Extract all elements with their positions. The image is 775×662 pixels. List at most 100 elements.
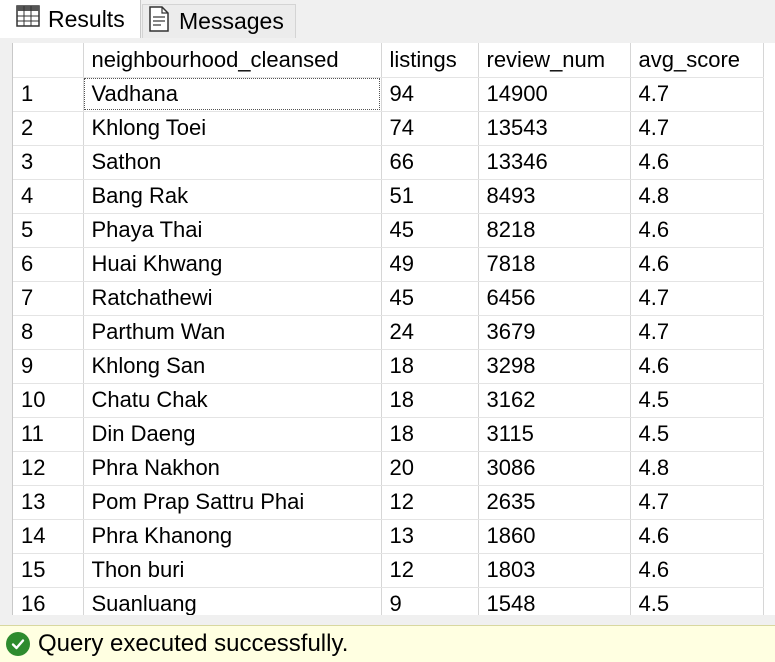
row-number-header[interactable] <box>13 43 84 78</box>
table-cell[interactable]: 18 <box>381 349 479 384</box>
table-row[interactable]: 11 Din Daeng 18 3115 4.5 <box>13 417 764 452</box>
table-cell[interactable]: Bang Rak <box>83 179 382 214</box>
table-cell[interactable]: 20 <box>381 451 479 486</box>
table-cell[interactable]: 4.6 <box>630 213 764 248</box>
table-cell[interactable]: 45 <box>381 213 479 248</box>
row-number-cell[interactable]: 9 <box>13 349 84 384</box>
table-row[interactable]: 3 Sathon 66 13346 4.6 <box>13 145 764 180</box>
table-cell[interactable]: Pom Prap Sattru Phai <box>83 485 382 520</box>
table-cell[interactable]: Phra Khanong <box>83 519 382 554</box>
table-cell[interactable]: 4.6 <box>630 519 764 554</box>
column-header[interactable]: review_num <box>478 43 631 78</box>
table-cell[interactable]: Parthum Wan <box>83 315 382 350</box>
table-cell[interactable]: 4.6 <box>630 145 764 180</box>
row-number-cell[interactable]: 6 <box>13 247 84 282</box>
table-cell[interactable]: 3115 <box>478 417 631 452</box>
table-cell[interactable]: 3162 <box>478 383 631 418</box>
table-cell[interactable]: 4.7 <box>630 111 764 146</box>
column-header[interactable]: avg_score <box>630 43 764 78</box>
table-cell[interactable]: Suanluang <box>83 587 382 615</box>
table-row[interactable]: 15 Thon buri 12 1803 4.6 <box>13 553 764 588</box>
table-cell[interactable]: Khlong San <box>83 349 382 384</box>
table-cell[interactable]: 66 <box>381 145 479 180</box>
row-number-cell[interactable]: 12 <box>13 451 84 486</box>
table-row[interactable]: 5 Phaya Thai 45 8218 4.6 <box>13 213 764 248</box>
table-cell[interactable]: 8493 <box>478 179 631 214</box>
table-row[interactable]: 6 Huai Khwang 49 7818 4.6 <box>13 247 764 282</box>
table-cell[interactable]: 4.7 <box>630 485 764 520</box>
table-row[interactable]: 13 Pom Prap Sattru Phai 12 2635 4.7 <box>13 485 764 520</box>
table-cell[interactable]: 8218 <box>478 213 631 248</box>
table-cell[interactable]: 14900 <box>478 77 631 112</box>
table-row[interactable]: 10 Chatu Chak 18 3162 4.5 <box>13 383 764 418</box>
row-number-cell[interactable]: 1 <box>13 77 84 112</box>
row-number-cell[interactable]: 13 <box>13 485 84 520</box>
table-cell[interactable]: 9 <box>381 587 479 615</box>
table-cell[interactable]: Phra Nakhon <box>83 451 382 486</box>
table-cell[interactable]: Khlong Toei <box>83 111 382 146</box>
table-cell[interactable]: 4.5 <box>630 587 764 615</box>
row-number-cell[interactable]: 15 <box>13 553 84 588</box>
table-cell[interactable]: 4.6 <box>630 553 764 588</box>
table-row[interactable]: 2 Khlong Toei 74 13543 4.7 <box>13 111 764 146</box>
table-cell[interactable]: 4.6 <box>630 349 764 384</box>
table-cell[interactable]: 3298 <box>478 349 631 384</box>
row-number-cell[interactable]: 11 <box>13 417 84 452</box>
row-number-cell[interactable]: 8 <box>13 315 84 350</box>
row-number-cell[interactable]: 10 <box>13 383 84 418</box>
row-number-cell[interactable]: 3 <box>13 145 84 180</box>
row-number-cell[interactable]: 7 <box>13 281 84 316</box>
table-cell[interactable]: 1548 <box>478 587 631 615</box>
table-cell[interactable]: 4.8 <box>630 179 764 214</box>
table-cell[interactable]: 1860 <box>478 519 631 554</box>
table-cell[interactable]: 18 <box>381 417 479 452</box>
table-cell[interactable]: 18 <box>381 383 479 418</box>
table-cell[interactable]: Thon buri <box>83 553 382 588</box>
table-cell[interactable]: 24 <box>381 315 479 350</box>
table-cell[interactable]: 2635 <box>478 485 631 520</box>
table-row[interactable]: 16 Suanluang 9 1548 4.5 <box>13 587 764 615</box>
row-number-cell[interactable]: 4 <box>13 179 84 214</box>
tab-messages[interactable]: Messages <box>142 4 296 38</box>
table-cell[interactable]: Din Daeng <box>83 417 382 452</box>
table-row[interactable]: 7 Ratchathewi 45 6456 4.7 <box>13 281 764 316</box>
table-cell[interactable]: 13346 <box>478 145 631 180</box>
table-cell[interactable]: Ratchathewi <box>83 281 382 316</box>
table-cell[interactable]: 12 <box>381 553 479 588</box>
row-number-cell[interactable]: 14 <box>13 519 84 554</box>
table-cell[interactable]: 4.5 <box>630 417 764 452</box>
table-cell[interactable]: 4.5 <box>630 383 764 418</box>
table-cell[interactable]: 12 <box>381 485 479 520</box>
column-header[interactable]: listings <box>381 43 479 78</box>
table-cell[interactable]: 49 <box>381 247 479 282</box>
table-cell[interactable]: 4.8 <box>630 451 764 486</box>
results-grid[interactable]: neighbourhood_cleansed listings review_num… <box>12 43 775 615</box>
table-row[interactable]: 4 Bang Rak 51 8493 4.8 <box>13 179 764 214</box>
table-cell[interactable]: 94 <box>381 77 479 112</box>
table-cell[interactable]: 7818 <box>478 247 631 282</box>
tab-results[interactable]: Results <box>0 0 141 38</box>
table-cell[interactable]: 4.7 <box>630 315 764 350</box>
table-cell[interactable]: Chatu Chak <box>83 383 382 418</box>
table-cell[interactable]: 51 <box>381 179 479 214</box>
table-cell[interactable]: Phaya Thai <box>83 213 382 248</box>
table-row[interactable]: 9 Khlong San 18 3298 4.6 <box>13 349 764 384</box>
table-cell[interactable]: 4.6 <box>630 247 764 282</box>
table-row[interactable]: 1 Vadhana 94 14900 4.7 <box>13 77 764 112</box>
table-cell[interactable]: 3086 <box>478 451 631 486</box>
table-cell[interactable]: Huai Khwang <box>83 247 382 282</box>
row-number-cell[interactable]: 2 <box>13 111 84 146</box>
table-cell[interactable]: Vadhana <box>83 77 382 112</box>
table-cell[interactable]: 45 <box>381 281 479 316</box>
table-cell[interactable]: 1803 <box>478 553 631 588</box>
table-cell[interactable]: Sathon <box>83 145 382 180</box>
table-cell[interactable]: 13543 <box>478 111 631 146</box>
row-number-cell[interactable]: 16 <box>13 587 84 615</box>
table-cell[interactable]: 74 <box>381 111 479 146</box>
table-cell[interactable]: 3679 <box>478 315 631 350</box>
table-cell[interactable]: 4.7 <box>630 77 764 112</box>
row-number-cell[interactable]: 5 <box>13 213 84 248</box>
column-header[interactable]: neighbourhood_cleansed <box>83 43 382 78</box>
table-cell[interactable]: 13 <box>381 519 479 554</box>
table-cell[interactable]: 6456 <box>478 281 631 316</box>
